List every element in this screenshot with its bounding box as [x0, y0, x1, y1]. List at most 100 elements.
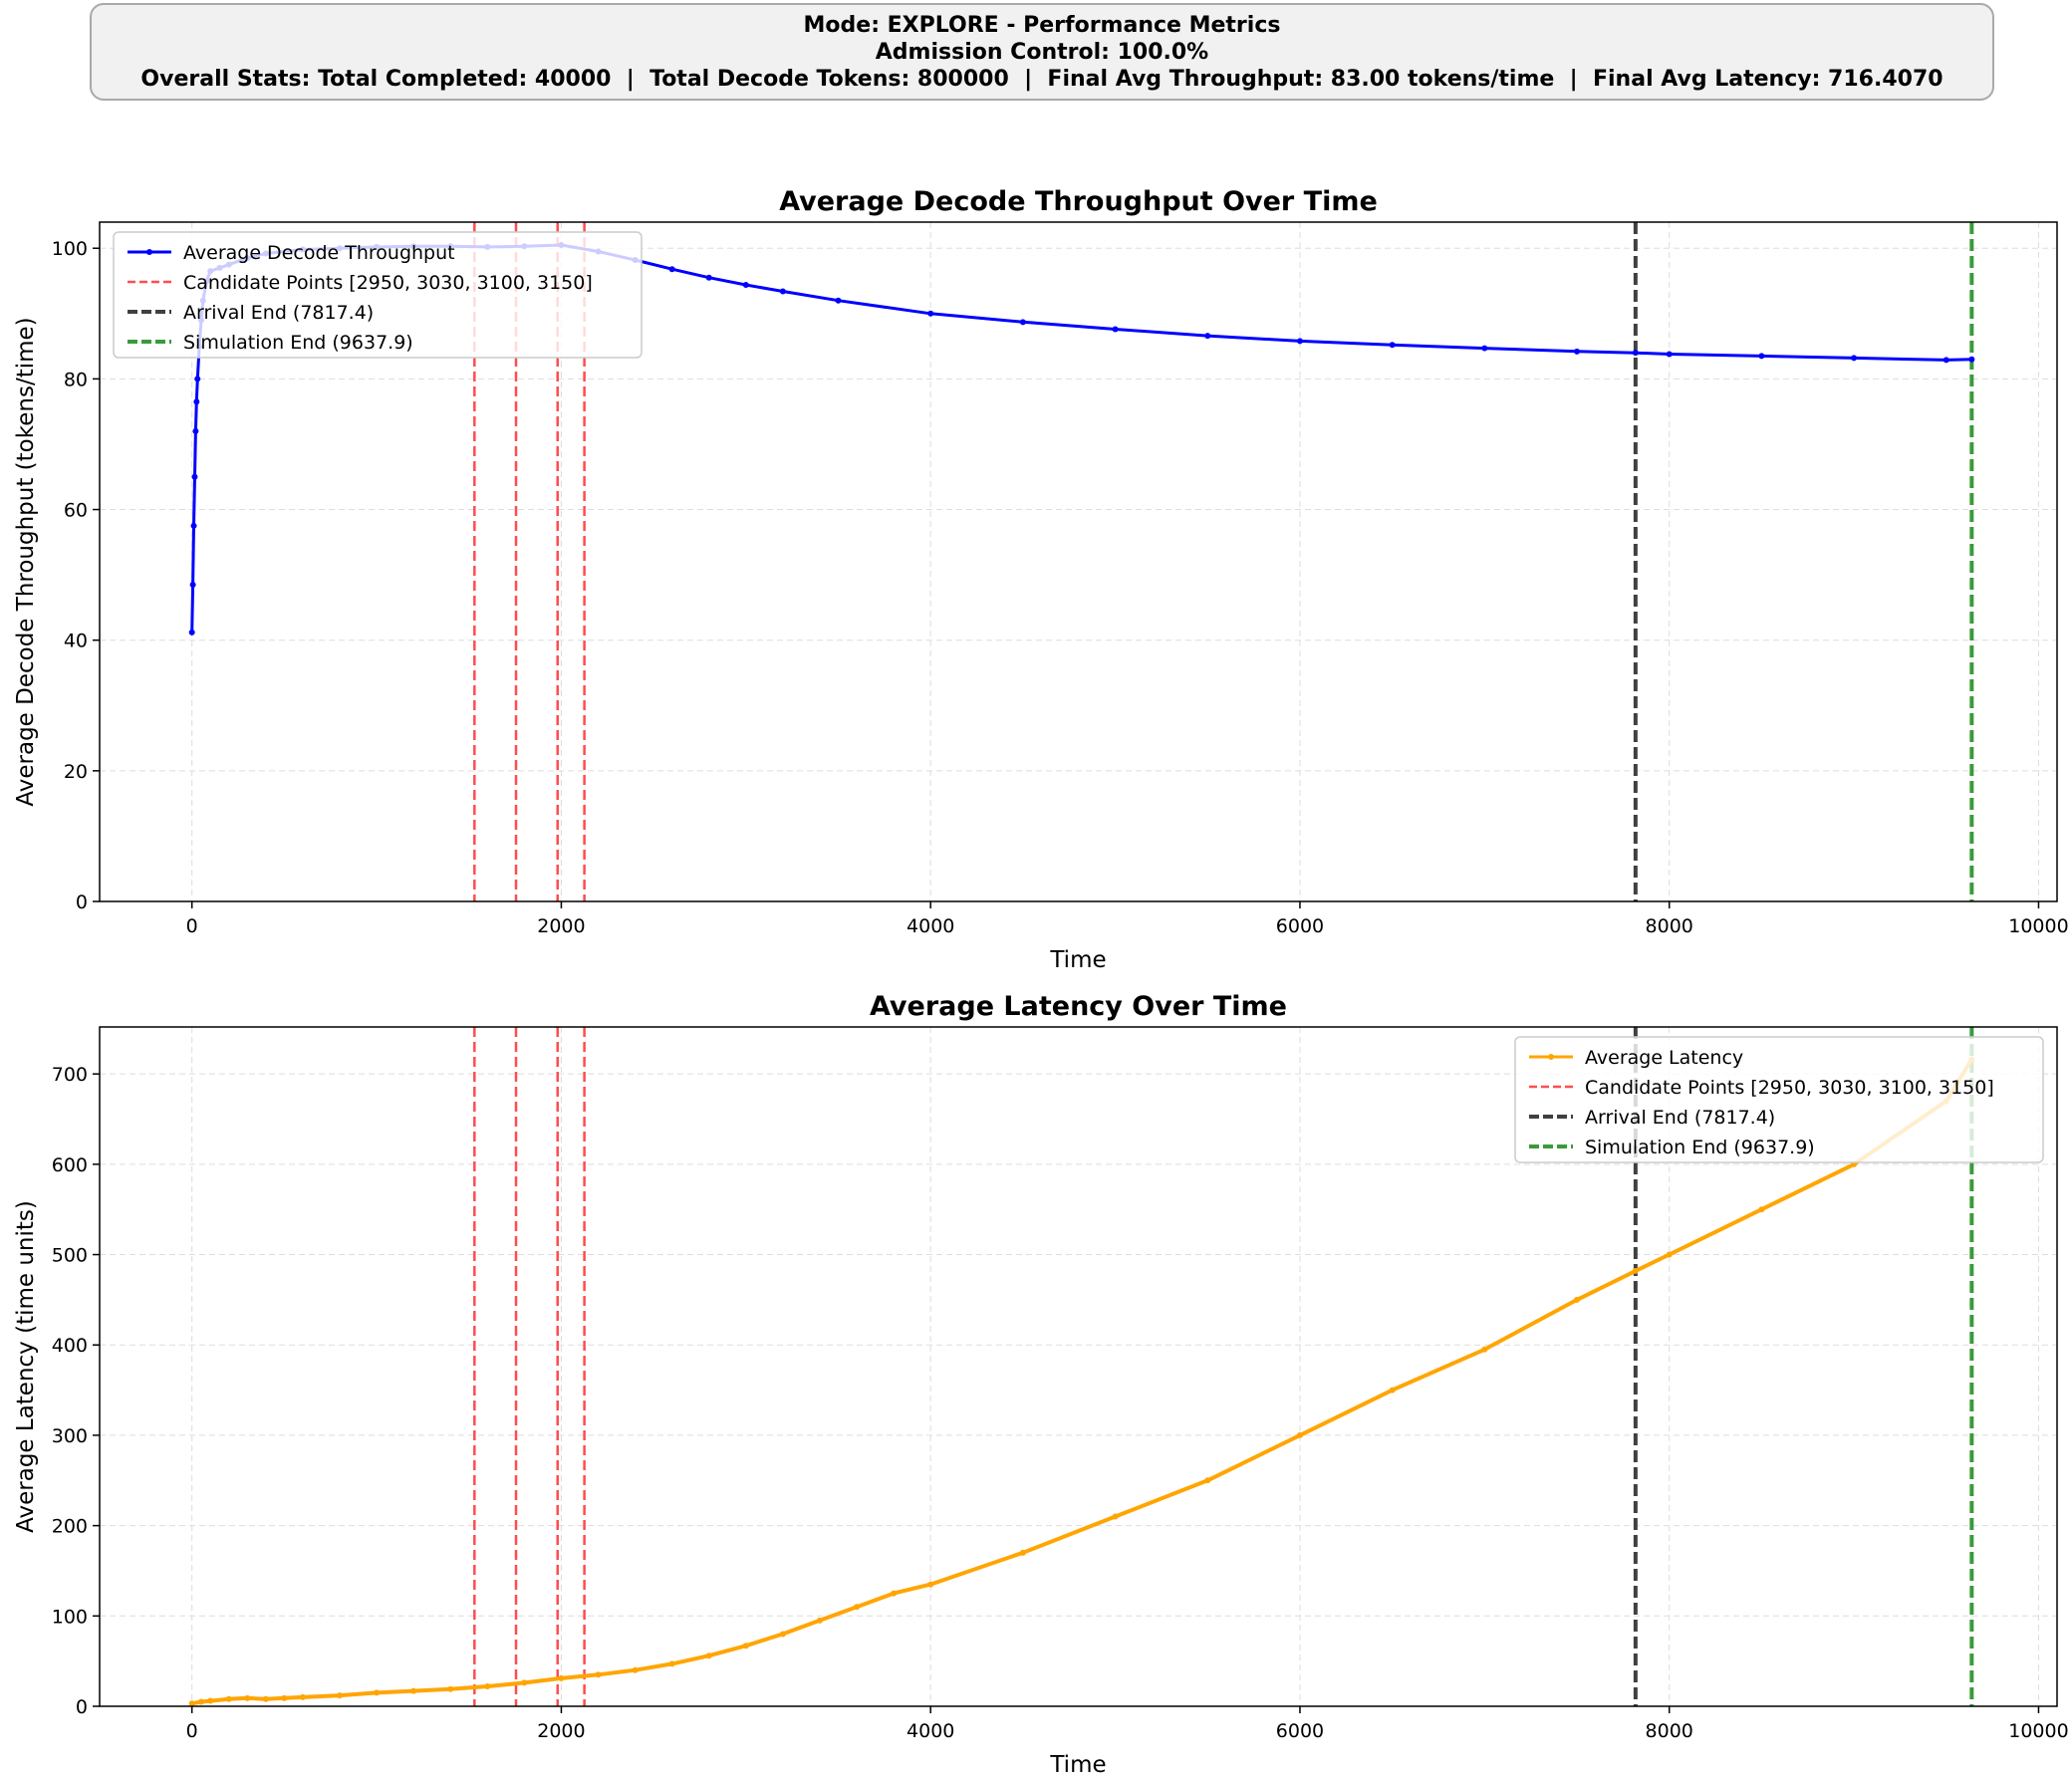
data-point [484, 1683, 491, 1690]
data-point [188, 1700, 195, 1707]
overall-stats-line: Overall Stats: Total Completed: 40000 | … [140, 67, 1943, 92]
data-point [194, 376, 201, 382]
summary-header: Mode: EXPLORE - Performance Metrics Admi… [90, 3, 1994, 101]
data-point [1296, 1431, 1303, 1438]
data-point [742, 281, 749, 288]
data-point [1389, 1387, 1396, 1394]
x-tick-label: 6000 [1276, 1720, 1324, 1742]
data-point [299, 1693, 306, 1700]
y-tick-label: 600 [52, 1154, 88, 1176]
data-point [1632, 1267, 1639, 1274]
data-point [816, 1617, 823, 1624]
y-tick-label: 500 [52, 1245, 88, 1267]
x-tick-label: 8000 [1646, 1720, 1693, 1742]
x-axis-label: Time [1049, 1752, 1106, 1778]
data-point [191, 473, 198, 480]
y-axis-label: Average Latency (time units) [13, 1200, 39, 1533]
y-tick-label: 100 [52, 238, 88, 260]
x-tick-label: 2000 [537, 1720, 585, 1742]
data-point [244, 1694, 251, 1701]
x-tick-label: 6000 [1276, 915, 1324, 937]
x-tick-label: 0 [186, 915, 198, 937]
y-tick-label: 300 [52, 1425, 88, 1447]
data-point [1204, 1477, 1211, 1484]
data-point [1666, 1251, 1673, 1258]
data-point [192, 427, 199, 434]
data-point [1574, 348, 1581, 355]
data-point [1112, 326, 1119, 333]
admission-control-line: Admission Control: 100.0% [875, 40, 1209, 65]
data-point [188, 629, 195, 636]
legend-entry: Candidate Points [2950, 3030, 3100, 3150… [1585, 1077, 1994, 1099]
data-point [1204, 333, 1211, 340]
y-tick-label: 0 [76, 1696, 88, 1718]
data-point [189, 581, 196, 588]
data-point [779, 288, 786, 295]
legend-entry: Arrival End (7817.4) [183, 302, 374, 324]
data-point [374, 1689, 381, 1696]
data-point [668, 1660, 675, 1667]
data-point [1632, 350, 1639, 357]
x-tick-label: 4000 [906, 915, 954, 937]
data-point [1481, 345, 1488, 352]
y-tick-label: 200 [52, 1516, 88, 1538]
data-point [1112, 1513, 1119, 1520]
chart-title: Average Latency Over Time [870, 991, 1287, 1022]
y-tick-label: 20 [64, 761, 88, 783]
x-tick-label: 8000 [1646, 915, 1693, 937]
data-point [410, 1687, 417, 1694]
data-point [854, 1604, 861, 1611]
x-tick-label: 10000 [2008, 1720, 2068, 1742]
data-point [891, 1590, 898, 1597]
x-tick-label: 0 [186, 1720, 198, 1742]
y-tick-label: 700 [52, 1064, 88, 1086]
data-point [1019, 1549, 1026, 1556]
legend-box [1514, 1036, 2044, 1163]
data-point [927, 310, 934, 317]
y-axis-label: Average Decode Throughput (tokens/time) [13, 317, 39, 806]
legend-entry: Simulation End (9637.9) [183, 332, 413, 354]
data-point [197, 1698, 204, 1705]
data-point [447, 1685, 454, 1692]
y-tick-label: 400 [52, 1335, 88, 1357]
plot-frame [99, 221, 2058, 902]
y-tick-label: 100 [52, 1606, 88, 1628]
data-point [336, 1692, 343, 1699]
legend-entry: Candidate Points [2950, 3030, 3100, 3150… [183, 272, 593, 294]
legend-marker [146, 249, 152, 255]
x-axis-label: Time [1049, 947, 1106, 973]
legend-entry: Simulation End (9637.9) [1585, 1137, 1815, 1158]
x-tick-label: 4000 [906, 1720, 954, 1742]
chart-panel-1: 0 2000 4000 6000 8000 10000 0 20 40 60 80 100 Averag… [13, 186, 2069, 973]
data-point [1666, 351, 1673, 358]
legend-entry: Average Latency [1585, 1047, 1743, 1069]
legend: Average Latency Candidate Points [2950, 3… [1514, 1036, 2044, 1163]
data-point [742, 1643, 749, 1650]
data-point [521, 1679, 528, 1686]
legend-marker [1548, 1054, 1554, 1060]
data-point [668, 266, 675, 273]
legend-box [113, 231, 643, 359]
data-point [779, 1631, 786, 1638]
series-line [191, 1058, 1974, 1706]
x-tick-label: 2000 [537, 915, 585, 937]
data-point [705, 1653, 712, 1659]
data-point [632, 1666, 639, 1673]
plot-frame [99, 1026, 2058, 1707]
y-tick-label: 0 [76, 891, 88, 913]
y-tick-label: 40 [64, 631, 88, 652]
mode-line: Mode: EXPLORE - Performance Metrics [803, 13, 1281, 38]
data-point [927, 1581, 934, 1588]
data-point [225, 1695, 232, 1702]
x-tick-label: 10000 [2008, 915, 2068, 937]
data-point [1758, 353, 1765, 360]
data-point [1942, 357, 1949, 364]
legend-entry: Average Decode Throughput [183, 242, 455, 264]
y-tick-label: 80 [64, 369, 88, 390]
chart-title: Average Decode Throughput Over Time [779, 186, 1378, 217]
data-point [190, 522, 197, 529]
chart-panel-2: 0 2000 4000 6000 8000 10000 0 100 200 300 400 500 60… [13, 991, 2069, 1778]
data-point [1758, 1206, 1765, 1213]
data-point [1968, 356, 1975, 363]
